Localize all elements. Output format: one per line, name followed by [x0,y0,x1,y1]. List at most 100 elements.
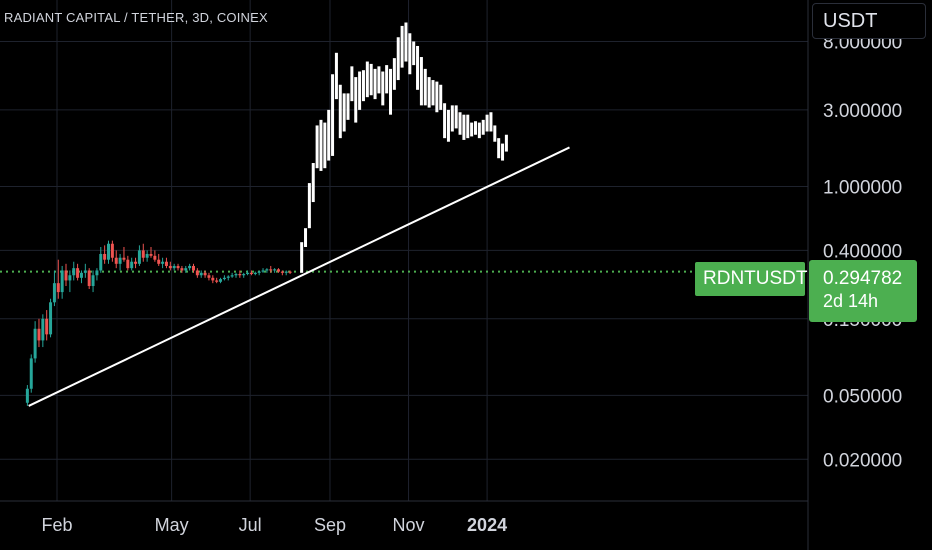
price-bar [392,58,396,90]
price-bar [477,122,481,139]
candle-body [195,270,199,276]
candle-body [222,277,226,280]
price-bar [331,74,335,156]
candle-body [122,257,126,260]
candle-body [99,253,103,271]
price-bar [481,119,485,135]
price-bar [446,109,450,142]
candle-body [284,271,288,273]
trendline[interactable] [28,146,570,407]
price-bar [369,63,373,96]
candle-body [157,259,161,264]
candle-body [164,261,168,266]
price-bar [385,65,389,94]
price-bar [307,183,311,229]
candle-body [68,275,72,281]
price-bar [412,41,416,66]
candle-body [110,243,114,258]
currency-button[interactable]: USDT [812,3,926,39]
candle-body [226,276,230,278]
price-bar [489,112,493,132]
price-bar [466,114,470,139]
candle-body [149,253,153,256]
candle-body [33,328,37,359]
candle-body [249,272,253,275]
candle-body [83,270,87,273]
time-tick-label: Nov [393,515,425,535]
candle-body [215,280,219,282]
candle-body [87,270,91,287]
candle-body [180,268,184,271]
price-bar [319,119,323,171]
price-bar [361,70,365,102]
candle-body [72,268,76,276]
candle-body [25,388,29,403]
price-bar [342,93,346,132]
candle-body [64,270,68,281]
candle-body [52,283,56,303]
candle-body [234,274,238,276]
price-bar [427,77,431,108]
candle-body [188,265,192,269]
candle-body [238,274,242,276]
candle-body [137,250,141,264]
candle-body [168,265,172,269]
candle-body [265,269,269,271]
time-tick-label: Jul [239,515,262,535]
price-bar [365,61,369,98]
price-bar [300,242,304,273]
price-bar [504,134,508,152]
price-tick-label: 0.050000 [823,386,902,407]
candle-body [29,358,33,389]
bar-series [300,22,508,273]
candle-body [76,268,80,278]
time-tick-label: Sep [314,515,346,535]
price-bar [354,77,358,123]
candle-body [211,277,215,281]
price-bar [358,71,362,110]
symbol-title: RADIANT CAPITAL / TETHER, 3D, COINEX [4,10,268,25]
candle-body [276,269,280,272]
price-bar [439,84,443,110]
price-bar [315,125,319,169]
candle-body [134,261,138,264]
candle-body [257,271,261,273]
last-price-value: 0.294782 [823,268,903,289]
candle-body [56,283,60,293]
last-price-tag: 0.294782 2d 14h [809,260,917,322]
candle-body [95,270,99,276]
price-bar [350,66,354,102]
price-bar [470,122,474,137]
candles [25,240,292,406]
price-bar [431,80,435,106]
price-bar [396,37,400,81]
candle-body [203,272,207,276]
price-bar [458,112,462,135]
price-axis[interactable]: 8.0000003.0000001.0000000.4000000.150000… [823,32,902,471]
symbol-label-tag: RDNTUSDT [695,262,808,296]
candle-body [126,259,130,269]
price-bar [304,228,308,247]
candle-body [242,274,246,276]
price-bar [389,68,393,115]
candle-body [37,328,41,341]
candle-body [145,253,149,258]
candle-body [172,265,176,269]
price-bar [338,84,342,139]
price-bar [346,93,350,120]
price-bar [501,143,505,161]
candle-body [261,270,265,272]
candle-body [288,271,292,273]
price-tick-label: 1.000000 [823,177,902,198]
trendline-segment [28,146,570,407]
grid-layer [0,0,808,501]
candle-body [103,253,107,260]
time-tick-label: Feb [41,515,72,535]
bar-countdown: 2d 14h [823,291,879,311]
price-bar [381,71,385,106]
candle-body [199,272,203,276]
candle-body [141,250,145,258]
time-axis[interactable]: Feb May Jul Sep Nov 2024 [41,515,507,535]
price-bar [443,103,447,139]
